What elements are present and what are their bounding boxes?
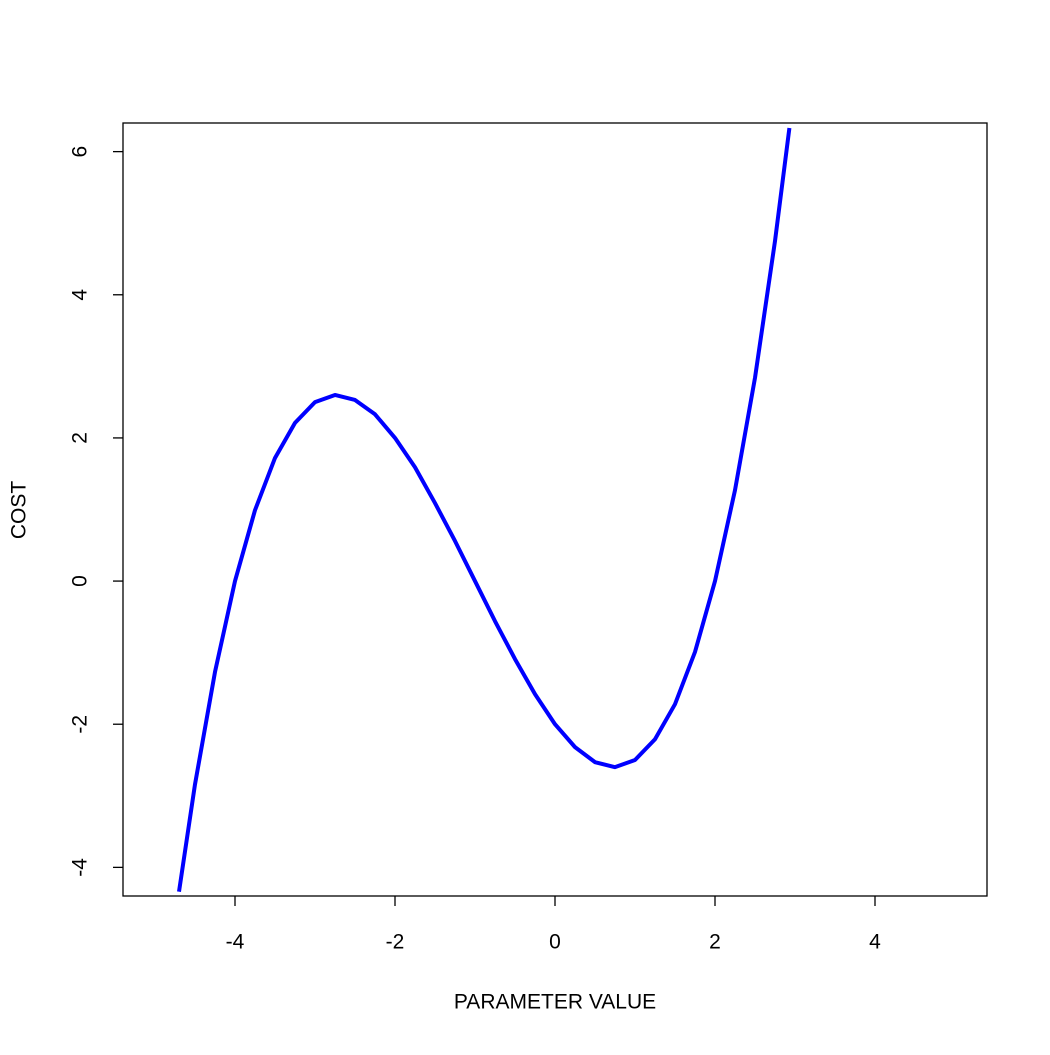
y-axis-title: COST <box>8 481 31 540</box>
y-tick-label: -2 <box>69 715 92 734</box>
x-tick-label: -2 <box>386 931 405 954</box>
y-tick-label: 2 <box>69 432 92 444</box>
y-tick-label: 6 <box>69 146 92 158</box>
x-tick-label: 4 <box>869 931 881 954</box>
line-series <box>177 127 792 893</box>
y-tick-label: 4 <box>69 289 92 301</box>
y-tick-label: -4 <box>69 858 92 877</box>
x-tick-label: 2 <box>709 931 721 954</box>
x-tick-label: 0 <box>549 931 561 954</box>
x-tick-label: -4 <box>226 931 245 954</box>
y-tick-label: 0 <box>69 575 92 587</box>
x-axis-title: PARAMETER VALUE <box>454 991 656 1014</box>
plot-frame <box>122 122 988 897</box>
